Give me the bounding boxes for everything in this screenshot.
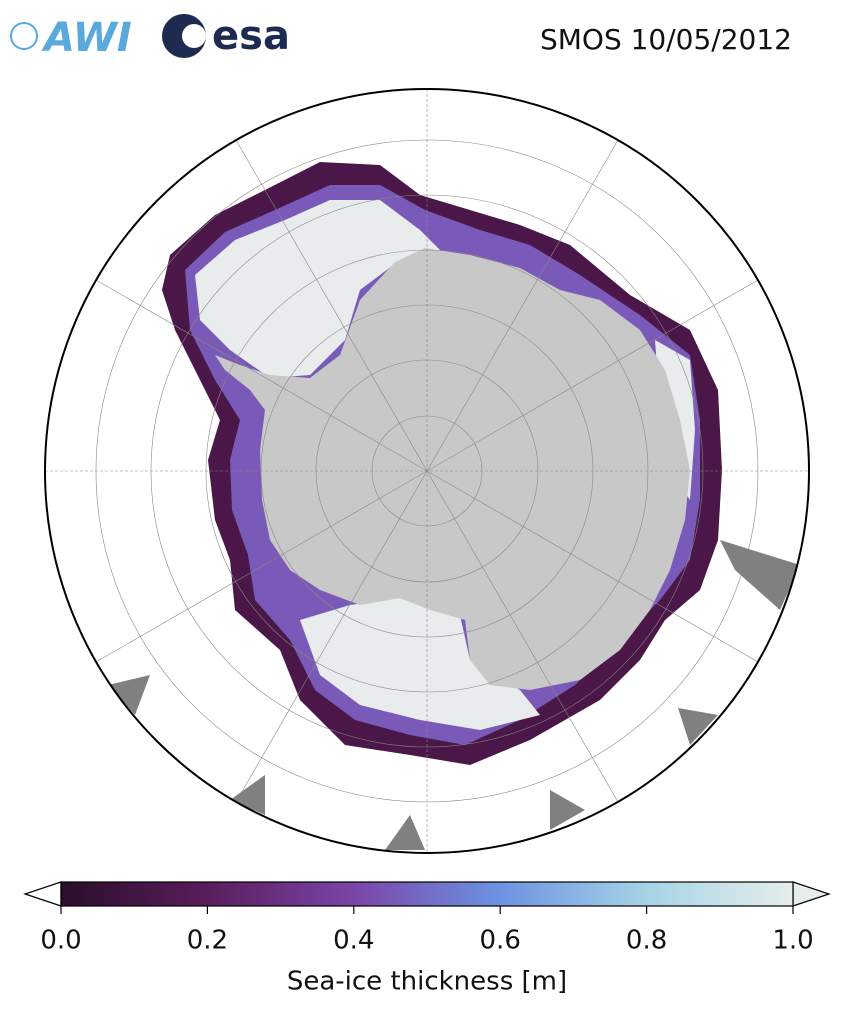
colorbar-tick-label: 0.8 — [626, 926, 667, 956]
colorbar-tick-label: 1.0 — [772, 926, 813, 956]
land-fragments — [108, 540, 800, 850]
map-frame — [44, 88, 810, 854]
esa-emblem-inner — [182, 24, 206, 48]
map — [45, 89, 809, 853]
awi-logo: AWI — [41, 15, 132, 61]
colorbar-label: Sea-ice thickness [m] — [287, 967, 567, 997]
colorbar-tick-label: 0.6 — [480, 926, 521, 956]
colorbar-tick-label: 0.0 — [40, 926, 81, 956]
colorbar-extend-low — [23, 881, 62, 907]
logos: AWI esa — [10, 13, 290, 61]
esa-logo: esa — [212, 13, 290, 59]
colorbar-extend-high — [792, 881, 831, 907]
antarctica — [215, 248, 690, 690]
colorbar: 0.0 0.2 0.4 0.6 0.8 1.0 — [23, 881, 831, 956]
colorbar-tick-label: 0.4 — [333, 926, 374, 956]
sea-ice-thick — [195, 200, 695, 730]
colorbar-bar — [60, 881, 794, 907]
graticule — [45, 89, 809, 853]
awi-globe — [10, 22, 38, 50]
colorbar-tick-label: 0.2 — [187, 926, 228, 956]
map-title: SMOS 10/05/2012 — [540, 23, 792, 56]
